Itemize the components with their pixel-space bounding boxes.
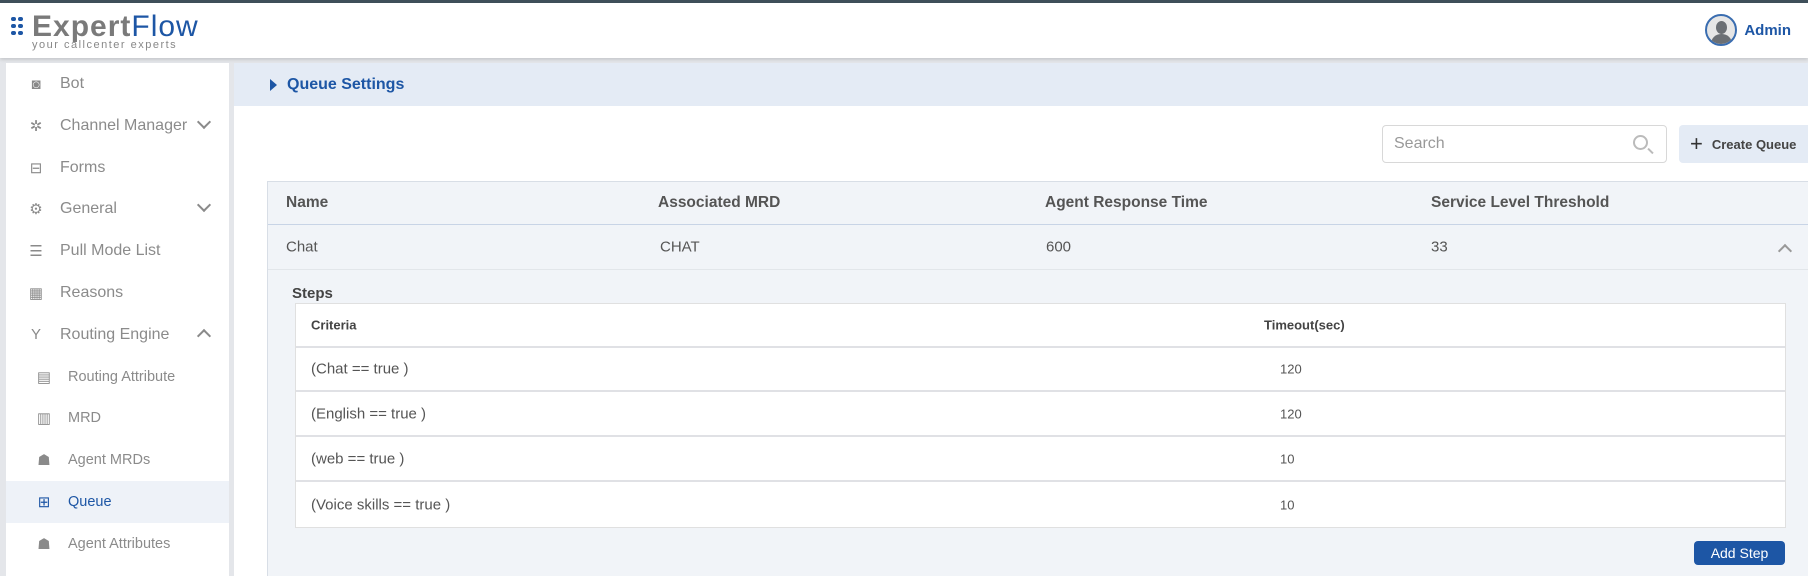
chevron-down-icon[interactable] [196,198,212,213]
queue-table: Name Associated MRD Agent Response Time … [267,181,1808,576]
sidebar-item-label: MRD [68,410,102,427]
sidebar-item-pull-mode-list[interactable]: ☰ Pull Mode List [6,230,229,272]
sidebar-item-mrd[interactable]: ▥ MRD [6,397,229,439]
cell-name: Chat [286,238,318,256]
cell-timeout: 120 [1280,406,1302,422]
column-header-service-level[interactable]: Service Level Threshold [1431,194,1610,211]
sidebar-item-label: Agent Attributes [68,535,171,552]
step-row[interactable]: (web == true ) 10 [296,438,1785,482]
cell-timeout: 10 [1280,497,1295,513]
cell-agent-response-time: 600 [1046,238,1072,256]
sidebar-item-label: Forms [60,158,106,176]
sidebar-item-label: Pull Mode List [60,242,161,260]
column-header-name[interactable]: Name [286,194,329,211]
logo-dots-icon [11,17,31,35]
building-icon: ▥ [36,410,52,428]
cell-criteria: (web == true ) [311,450,405,468]
sidebar-item-label: Queue [68,494,112,510]
plus-icon: + [1690,131,1703,156]
cell-mrd: CHAT [660,238,700,256]
table-row[interactable]: Chat CHAT 600 33 [268,225,1808,270]
bot-icon: ◙ [31,75,41,93]
table-header: Name Associated MRD Agent Response Time … [268,182,1808,225]
column-header-criteria: Criteria [311,317,357,333]
queue-add-icon: ⊞ [37,494,51,511]
sidebar-item-label: Routing Engine [60,325,170,343]
gear-icon: ⚙ [29,201,43,219]
chevron-down-icon[interactable] [196,114,212,129]
add-step-button[interactable]: Add Step [1694,541,1785,565]
steps-table: Criteria Timeout(sec) (Chat == true ) 120… [295,303,1786,528]
cell-criteria: (Voice skills == true ) [311,496,451,514]
sidebar-item-agent-attributes[interactable]: ☗ Agent Attributes [6,523,229,565]
logo-text: Expert [32,10,132,43]
grid-icon: ▦ [28,285,44,302]
sidebar-item-label: Agent MRDs [68,452,151,469]
column-header-agent-response-time[interactable]: Agent Response Time [1045,194,1208,211]
sidebar-item-channel-manager[interactable]: ✲ Channel Manager [6,105,229,147]
steps-header: Criteria Timeout(sec) [296,304,1785,348]
network-icon: ✲ [29,117,43,135]
sidebar-item-label: Routing Attribute [68,368,176,385]
logo-text-flow: Flow [131,10,199,43]
search-box[interactable] [1382,125,1667,163]
step-row[interactable]: (Chat == true ) 120 [296,348,1785,392]
breadcrumb: Queue Settings [234,63,1808,106]
logo-tagline: your callcenter experts [32,39,178,51]
form-icon: ⊟ [29,159,43,177]
sidebar-item-label: Channel Manager [60,116,188,134]
sidebar-item-label: General [60,200,117,218]
main-content: Queue Settings + Create Queue Name Associ… [234,63,1808,576]
step-row[interactable]: (English == true ) 120 [296,393,1785,437]
fork-icon: Y [30,326,41,344]
search-icon[interactable] [1633,135,1648,150]
sidebar-item-label: Reasons [60,284,124,301]
chevron-up-icon[interactable] [1777,243,1793,259]
steps-label: Steps [292,285,333,302]
sidebar: ◙ Bot ✲ Channel Manager ⊟ Forms ⚙ General ☰ Pull … [6,63,229,576]
cell-criteria: (English == true ) [311,405,427,423]
cell-timeout: 120 [1280,361,1302,377]
column-header-mrd[interactable]: Associated MRD [658,194,781,211]
sidebar-item-agent-mrds[interactable]: ☗ Agent MRDs [6,439,229,481]
sidebar-item-routing-engine[interactable]: Y Routing Engine [6,314,229,356]
column-header-timeout: Timeout(sec) [1264,317,1345,333]
list-icon: ☰ [29,243,43,261]
user-name[interactable]: Admin [1744,21,1791,39]
sidebar-item-queue[interactable]: ⊞ Queue [6,481,229,523]
users-icon: ☗ [37,535,51,553]
sidebar-item-reasons[interactable]: ▦ Reasons [6,272,229,314]
user-menu[interactable]: Admin [1705,14,1791,46]
cell-timeout: 10 [1280,451,1295,467]
create-queue-label: Create Queue [1711,136,1797,152]
users-icon: ☗ [37,452,51,470]
step-row[interactable]: (Voice skills == true ) 10 [296,483,1785,527]
sidebar-item-routing-attribute[interactable]: ▤ Routing Attribute [6,356,229,398]
create-queue-button[interactable]: + Create Queue [1679,125,1808,163]
sidebar-item-forms[interactable]: ⊟ Forms [6,147,229,189]
sidebar-item-general[interactable]: ⚙ General [6,188,229,230]
cell-service-level: 33 [1431,238,1448,256]
cell-criteria: (Chat == true ) [311,360,409,378]
sidebar-item-label: Bot [60,75,85,92]
document-icon: ▤ [36,368,52,386]
header: ExpertFlow your callcenter experts Admin [0,3,1808,58]
top-border [0,0,1808,3]
avatar[interactable] [1705,14,1738,46]
sidebar-item-bot[interactable]: ◙ Bot [6,63,229,105]
caret-right-icon [270,78,277,91]
chevron-up-icon[interactable] [196,328,212,343]
search-input[interactable] [1394,135,1614,153]
page-title: Queue Settings [287,75,405,93]
